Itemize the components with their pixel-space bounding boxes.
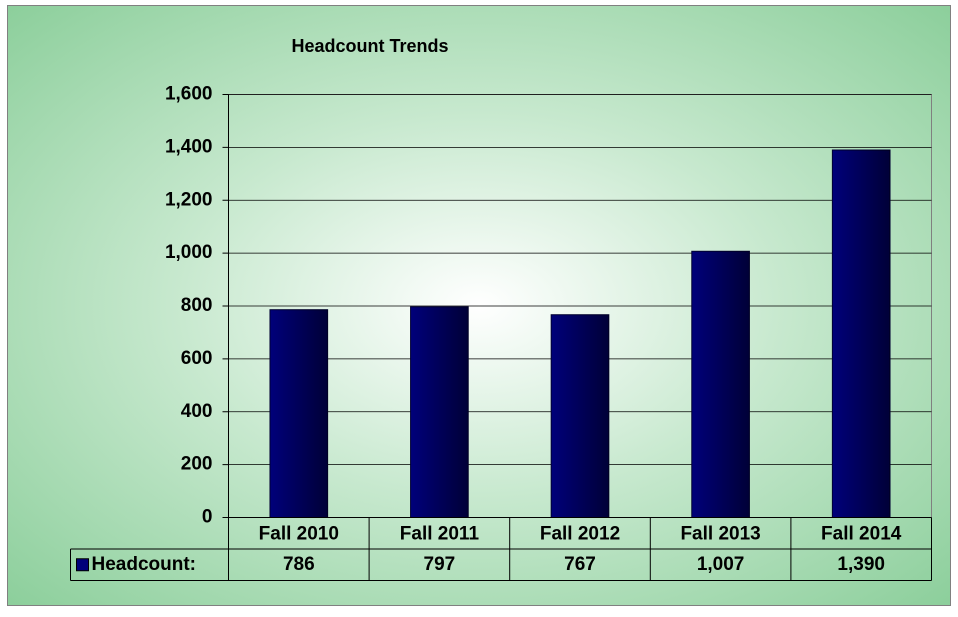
- x-tick-label: Fall 2010: [259, 523, 339, 544]
- y-tick-label: 1,600: [165, 84, 213, 105]
- x-tick-label: Fall 2014: [821, 523, 902, 544]
- legend-label: Headcount:: [92, 554, 197, 575]
- y-tick-label: 1,200: [165, 189, 213, 210]
- x-tick-label: Fall 2011: [400, 523, 480, 544]
- table-value: 1,390: [837, 554, 885, 575]
- bar-shade: [691, 251, 750, 518]
- table-value: 786: [283, 554, 315, 575]
- y-tick-label: 200: [181, 454, 213, 475]
- chart-title: Headcount Trends: [291, 36, 448, 56]
- x-tick-label: Fall 2012: [540, 523, 620, 544]
- y-tick-label: 800: [181, 295, 213, 316]
- legend-swatch: [76, 558, 89, 572]
- y-tick-label: 0: [202, 507, 213, 528]
- y-tick-label: 600: [181, 348, 213, 369]
- bar-shade: [410, 306, 469, 518]
- table-value: 1,007: [697, 554, 745, 575]
- table-value: 767: [564, 554, 596, 575]
- y-tick-label: 400: [181, 401, 213, 422]
- bar-shade: [269, 309, 328, 518]
- y-tick-label: 1,000: [165, 242, 213, 263]
- y-tick-label: 1,400: [165, 136, 213, 157]
- chart-frame: [7, 5, 951, 606]
- table-value: 797: [424, 554, 456, 575]
- bar-shade: [832, 150, 891, 518]
- x-tick-label: Fall 2013: [680, 523, 760, 544]
- bar-shade: [551, 314, 609, 518]
